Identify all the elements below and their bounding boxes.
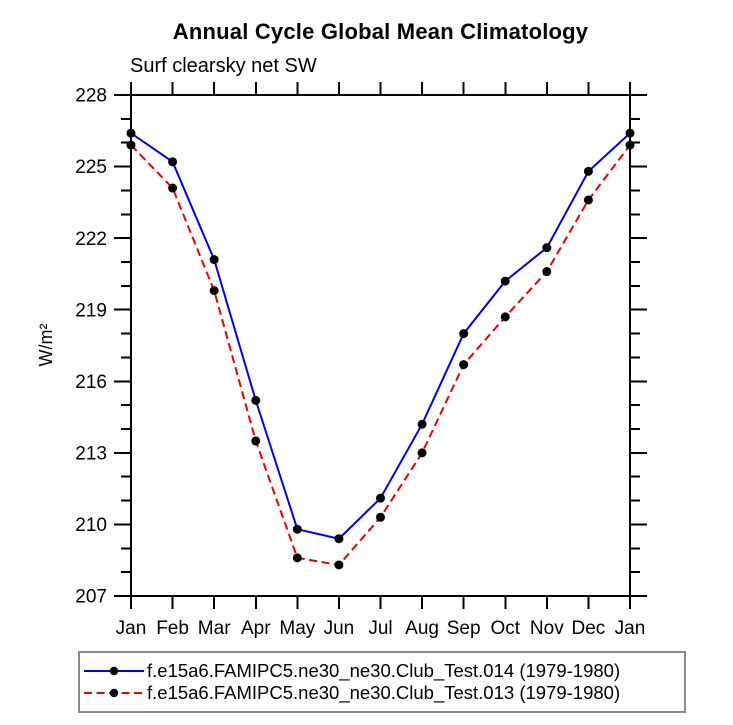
data-point-marker	[500, 312, 510, 322]
x-axis-ticks	[130, 82, 631, 609]
data-point-marker	[168, 183, 178, 193]
x-tick-label: Sep	[447, 618, 481, 639]
data-point-marker	[126, 140, 136, 150]
data-point-marker	[583, 166, 593, 176]
data-point-marker	[209, 286, 219, 296]
data-point-marker	[376, 493, 385, 503]
data-point-marker	[334, 534, 344, 544]
legend-line-dashed-icon	[84, 688, 144, 698]
x-tick-label: Oct	[490, 618, 520, 639]
legend-row: f.e15a6.FAMIPC5.ne30_ne30.Club_Test.013 …	[83, 682, 684, 704]
y-tick-label: 210	[75, 515, 107, 536]
series-0	[126, 128, 635, 544]
data-point-marker	[542, 267, 552, 277]
data-point-marker	[334, 560, 344, 570]
data-point-marker	[417, 448, 427, 458]
data-point-marker	[459, 360, 469, 370]
data-point-marker	[500, 276, 510, 286]
data-point-marker	[583, 195, 593, 205]
data-point-marker	[417, 419, 427, 429]
y-tick-label: 207	[75, 587, 107, 608]
data-point-marker	[625, 128, 635, 138]
x-tick-label: Jun	[324, 618, 355, 639]
x-tick-label: Dec	[572, 618, 606, 639]
x-tick-label: Mar	[198, 618, 231, 639]
data-point-marker	[251, 436, 261, 446]
x-tick-label: Apr	[241, 618, 271, 639]
legend-row: f.e15a6.FAMIPC5.ne30_ne30.Club_Test.014 …	[83, 660, 684, 682]
data-point-marker	[625, 140, 635, 150]
series-1	[126, 140, 635, 570]
y-tick-label: 213	[75, 444, 107, 465]
data-point-marker	[126, 128, 136, 138]
legend-line-solid-icon	[84, 666, 144, 676]
y-tick-label: 228	[75, 86, 107, 107]
y-tick-label: 222	[75, 229, 107, 250]
y-axis-ticks	[114, 94, 647, 597]
legend-label: f.e15a6.FAMIPC5.ne30_ne30.Club_Test.013 …	[147, 682, 621, 703]
data-point-marker	[459, 329, 469, 339]
x-tick-label: Feb	[156, 618, 189, 639]
y-tick-label: 219	[75, 300, 107, 321]
data-point-marker	[251, 395, 261, 405]
data-point-marker	[292, 553, 302, 563]
y-tick-label: 225	[75, 157, 107, 178]
x-tick-label: May	[279, 618, 315, 639]
data-point-marker	[542, 243, 552, 253]
x-axis-tick-labels: Jan Feb Mar Apr May Jun Jul Aug Sep Oct Nov Dec Jan	[116, 618, 646, 639]
y-tick-label: 216	[75, 372, 107, 393]
series-line	[130, 132, 631, 540]
x-tick-label: Jul	[368, 618, 392, 639]
x-tick-label: Nov	[530, 618, 564, 639]
legend-label: f.e15a6.FAMIPC5.ne30_ne30.Club_Test.014 …	[147, 660, 621, 681]
data-point-marker	[168, 157, 178, 167]
data-point-marker	[292, 524, 302, 534]
legend-box: f.e15a6.FAMIPC5.ne30_ne30.Club_Test.014 …	[78, 651, 686, 713]
chart-subtitle: Surf clearsky net SW	[130, 55, 317, 77]
x-tick-label: Aug	[405, 618, 439, 639]
x-tick-label: Jan	[615, 618, 646, 639]
y-axis-tick-labels: 207 210 213 216 219 222 225 228	[75, 86, 107, 608]
x-tick-label: Jan	[116, 618, 147, 639]
data-point-marker	[209, 255, 219, 265]
data-point-marker	[376, 512, 385, 522]
chart-title: Annual Cycle Global Mean Climatology	[172, 19, 589, 44]
